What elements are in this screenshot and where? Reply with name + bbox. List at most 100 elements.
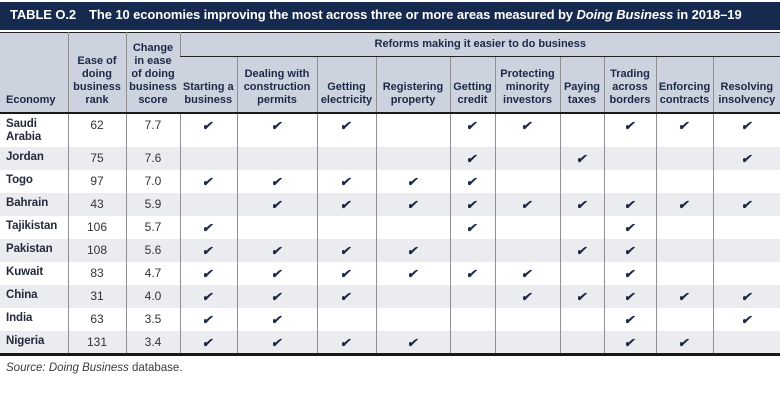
reform-cell-2: ✔ bbox=[316, 170, 376, 194]
economy-cell: Saudi Arabia bbox=[0, 111, 68, 148]
table-title-text: The 10 economies improving the most acro… bbox=[89, 7, 577, 22]
reform-cell-3: ✔ bbox=[375, 239, 450, 263]
reform-cell-1: ✔ bbox=[236, 331, 317, 355]
rank-cell: 43 bbox=[67, 193, 126, 217]
table-title-year: in 2018–19 bbox=[673, 7, 742, 22]
table-row-jordan: Jordan 75 7.6 ✔ ✔ ✔ bbox=[0, 147, 780, 171]
score-cell: 7.0 bbox=[125, 170, 180, 194]
reform-cell-5 bbox=[494, 239, 560, 263]
reform-cell-8: ✔ bbox=[655, 285, 713, 309]
check-icon: ✔ bbox=[201, 118, 216, 133]
reform-cell-4 bbox=[449, 331, 495, 355]
table-row-india: India 63 3.5 ✔ ✔ ✔ ✔ bbox=[0, 308, 780, 332]
reform-cell-7 bbox=[603, 170, 656, 194]
reform-cell-3 bbox=[375, 308, 450, 332]
reform-cell-9 bbox=[712, 262, 780, 286]
check-icon: ✔ bbox=[575, 152, 589, 167]
reform-cell-4: ✔ bbox=[449, 193, 495, 217]
reform-cell-0: ✔ bbox=[179, 111, 237, 148]
reform-cell-7: ✔ bbox=[603, 285, 656, 309]
check-icon: ✔ bbox=[739, 198, 754, 213]
reform-cell-9: ✔ bbox=[712, 147, 780, 171]
check-icon: ✔ bbox=[201, 290, 216, 305]
table-title-publication: Doing Business bbox=[576, 7, 674, 22]
reform-cell-6 bbox=[559, 308, 604, 332]
reform-cell-7 bbox=[603, 147, 656, 171]
score-cell: 3.4 bbox=[125, 331, 180, 355]
reform-cell-0: ✔ bbox=[179, 216, 237, 240]
col-header-score-change: Change in ease of doing business score bbox=[125, 32, 180, 113]
reform-cell-6: ✔ bbox=[559, 193, 604, 217]
rank-cell: 131 bbox=[67, 331, 126, 355]
reform-cell-8 bbox=[655, 308, 713, 332]
table-row-pakistan: Pakistan 108 5.6 ✔ ✔ ✔ ✔ ✔ ✔ bbox=[0, 239, 780, 263]
check-icon: ✔ bbox=[339, 118, 354, 133]
check-icon: ✔ bbox=[623, 313, 637, 328]
reform-cell-1: ✔ bbox=[236, 111, 317, 148]
rank-cell: 97 bbox=[67, 170, 126, 194]
check-icon: ✔ bbox=[270, 313, 284, 328]
reform-cell-0: ✔ bbox=[179, 308, 237, 332]
check-icon: ✔ bbox=[575, 198, 589, 213]
check-icon: ✔ bbox=[677, 336, 692, 351]
check-icon: ✔ bbox=[201, 336, 216, 351]
col-header-getting-electricity: Getting electricity bbox=[316, 56, 376, 113]
table-row-china: China 31 4.0 ✔ ✔ ✔ ✔ ✔ ✔ ✔ ✔ bbox=[0, 285, 780, 309]
reform-cell-9: ✔ bbox=[712, 111, 780, 148]
reform-cell-6: ✔ bbox=[559, 285, 604, 309]
reform-cell-5 bbox=[494, 170, 560, 194]
reform-cell-2: ✔ bbox=[316, 262, 376, 286]
check-icon: ✔ bbox=[465, 118, 480, 133]
reform-cell-8 bbox=[655, 262, 713, 286]
reform-cell-3: ✔ bbox=[375, 262, 450, 286]
reform-cell-4: ✔ bbox=[449, 170, 495, 194]
reform-cell-1: ✔ bbox=[236, 308, 317, 332]
score-cell: 7.7 bbox=[125, 111, 180, 148]
source-text: database. bbox=[131, 362, 183, 375]
check-icon: ✔ bbox=[201, 244, 216, 259]
check-icon: ✔ bbox=[406, 198, 420, 213]
reform-cell-9 bbox=[712, 331, 780, 355]
score-cell: 4.0 bbox=[125, 285, 180, 309]
check-icon: ✔ bbox=[623, 118, 637, 133]
check-icon: ✔ bbox=[270, 290, 284, 305]
table-row-togo: Togo 97 7.0 ✔ ✔ ✔ ✔ ✔ bbox=[0, 170, 780, 194]
reform-cell-1: ✔ bbox=[236, 285, 317, 309]
economy-cell: Togo bbox=[6, 174, 33, 187]
col-header-dealing-with-construction-permits: Dealing with construction permits bbox=[236, 56, 317, 113]
reform-cell-2 bbox=[316, 147, 376, 171]
check-icon: ✔ bbox=[623, 336, 637, 351]
check-icon: ✔ bbox=[406, 244, 420, 259]
reform-cell-2: ✔ bbox=[316, 331, 376, 355]
table-row-tajikistan: Tajikistan 106 5.7 ✔ ✔ ✔ bbox=[0, 216, 780, 240]
check-icon: ✔ bbox=[739, 290, 754, 305]
table-row-saudi-arabia: Saudi Arabia 62 7.7 ✔ ✔ ✔ ✔ ✔ ✔ ✔ ✔ bbox=[0, 111, 780, 148]
rank-cell: 62 bbox=[67, 111, 126, 148]
reform-cell-8: ✔ bbox=[655, 193, 713, 217]
reform-cell-9 bbox=[712, 170, 780, 194]
economy-cell: Jordan bbox=[6, 151, 44, 164]
check-icon: ✔ bbox=[270, 336, 284, 351]
reform-cell-5 bbox=[494, 147, 560, 171]
reform-cell-2 bbox=[316, 308, 376, 332]
reform-cell-3 bbox=[375, 285, 450, 309]
col-header-registering-property: Registering property bbox=[375, 56, 450, 113]
reform-cell-7: ✔ bbox=[603, 262, 656, 286]
check-icon: ✔ bbox=[201, 267, 216, 282]
reform-cell-1: ✔ bbox=[236, 193, 317, 217]
check-icon: ✔ bbox=[270, 175, 284, 190]
check-icon: ✔ bbox=[677, 290, 692, 305]
reform-cell-6 bbox=[559, 216, 604, 240]
reform-cell-1: ✔ bbox=[236, 239, 317, 263]
economy-cell: China bbox=[6, 289, 38, 302]
reform-cell-8: ✔ bbox=[655, 331, 713, 355]
col-header-paying-taxes: Paying taxes bbox=[559, 56, 604, 113]
check-icon: ✔ bbox=[623, 290, 637, 305]
source-note: Source: Doing Business database. bbox=[0, 356, 780, 374]
reform-cell-0: ✔ bbox=[179, 239, 237, 263]
table-row-kuwait: Kuwait 83 4.7 ✔ ✔ ✔ ✔ ✔ ✔ ✔ bbox=[0, 262, 780, 286]
reform-cell-5 bbox=[494, 216, 560, 240]
table-body: Saudi Arabia 62 7.7 ✔ ✔ ✔ ✔ ✔ ✔ ✔ ✔ Jordan 75 7.6 ✔ ✔ ✔ T… bbox=[0, 111, 780, 355]
score-cell: 5.9 bbox=[125, 193, 180, 217]
reform-cell-9 bbox=[712, 216, 780, 240]
